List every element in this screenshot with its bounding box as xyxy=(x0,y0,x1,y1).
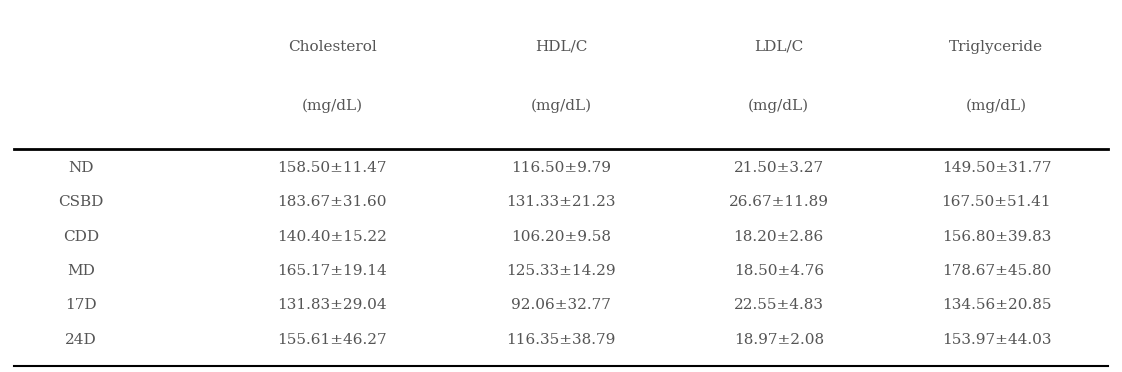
Text: CSBD: CSBD xyxy=(58,195,103,209)
Text: 158.50±11.47: 158.50±11.47 xyxy=(277,161,387,175)
Text: 167.50±51.41: 167.50±51.41 xyxy=(941,195,1051,209)
Text: 155.61±46.27: 155.61±46.27 xyxy=(277,333,387,347)
Text: (mg/dL): (mg/dL) xyxy=(302,98,362,113)
Text: 149.50±31.77: 149.50±31.77 xyxy=(941,161,1051,175)
Text: MD: MD xyxy=(67,264,95,278)
Text: 18.20±2.86: 18.20±2.86 xyxy=(734,230,824,244)
Text: (mg/dL): (mg/dL) xyxy=(531,98,591,113)
Text: 131.83±29.04: 131.83±29.04 xyxy=(277,298,387,312)
Text: 106.20±9.58: 106.20±9.58 xyxy=(511,230,611,244)
Text: 178.67±45.80: 178.67±45.80 xyxy=(941,264,1051,278)
Text: 17D: 17D xyxy=(65,298,96,312)
Text: 116.50±9.79: 116.50±9.79 xyxy=(511,161,611,175)
Text: 134.56±20.85: 134.56±20.85 xyxy=(941,298,1051,312)
Text: 21.50±3.27: 21.50±3.27 xyxy=(734,161,824,175)
Text: 125.33±14.29: 125.33±14.29 xyxy=(506,264,616,278)
Text: LDL/C: LDL/C xyxy=(754,40,803,54)
Text: HDL/C: HDL/C xyxy=(535,40,587,54)
Text: ND: ND xyxy=(68,161,93,175)
Text: 131.33±21.23: 131.33±21.23 xyxy=(506,195,616,209)
Text: 183.67±31.60: 183.67±31.60 xyxy=(277,195,387,209)
Text: Triglyceride: Triglyceride xyxy=(949,40,1043,54)
Text: 165.17±19.14: 165.17±19.14 xyxy=(277,264,387,278)
Text: CDD: CDD xyxy=(63,230,99,244)
Text: 140.40±15.22: 140.40±15.22 xyxy=(277,230,387,244)
Text: 92.06±32.77: 92.06±32.77 xyxy=(511,298,611,312)
Text: (mg/dL): (mg/dL) xyxy=(748,98,809,113)
Text: 156.80±39.83: 156.80±39.83 xyxy=(941,230,1051,244)
Text: 18.50±4.76: 18.50±4.76 xyxy=(734,264,824,278)
Text: 24D: 24D xyxy=(65,333,96,347)
Text: 18.97±2.08: 18.97±2.08 xyxy=(734,333,824,347)
Text: Cholesterol: Cholesterol xyxy=(287,40,377,54)
Text: 153.97±44.03: 153.97±44.03 xyxy=(941,333,1051,347)
Text: 26.67±11.89: 26.67±11.89 xyxy=(728,195,829,209)
Text: 116.35±38.79: 116.35±38.79 xyxy=(506,333,616,347)
Text: (mg/dL): (mg/dL) xyxy=(966,98,1027,113)
Text: 22.55±4.83: 22.55±4.83 xyxy=(734,298,824,312)
